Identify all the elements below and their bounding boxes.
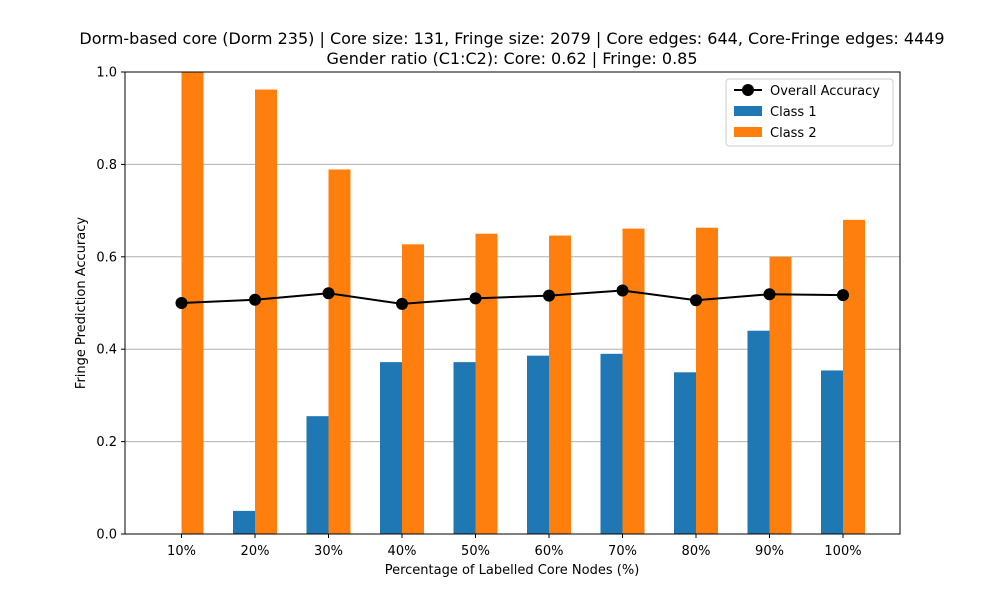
bar-class-2 — [255, 89, 277, 534]
bar-class-2 — [843, 219, 865, 534]
legend-label-overall-accuracy: Overall Accuracy — [770, 84, 880, 99]
x-tick-label: 90% — [755, 544, 784, 559]
y-tick-label: 1.0 — [96, 66, 117, 81]
legend-swatch-class-2 — [734, 127, 762, 137]
y-axis: 0.0 0.2 0.4 0.6 0.8 1.0 — [96, 66, 125, 543]
y-tick-label: 0.6 — [96, 250, 117, 265]
overall-accuracy-line — [175, 284, 849, 310]
overall-accuracy-point — [837, 289, 849, 302]
overall-accuracy-point — [763, 288, 776, 301]
y-tick-label: 0.2 — [96, 435, 117, 450]
overall-accuracy-point — [249, 293, 261, 306]
chart-title-line-1: Dorm-based core (Dorm 235) | Core size: … — [79, 29, 944, 48]
bar-class-2 — [402, 244, 424, 535]
x-tick-label: 20% — [241, 544, 270, 559]
x-tick-label: 80% — [682, 544, 711, 559]
legend: Overall Accuracy Class 1 Class 2 — [725, 78, 894, 147]
overall-accuracy-point — [616, 284, 629, 297]
x-tick-label: 50% — [461, 544, 490, 559]
overall-accuracy-point — [396, 297, 408, 310]
overall-accuracy-point — [175, 297, 188, 309]
y-tick-label: 0.8 — [96, 158, 117, 173]
x-tick-label: 40% — [388, 544, 417, 559]
chart-title-line-2: Gender ratio (C1:C2): Core: 0.62 | Fring… — [326, 49, 697, 68]
bar-class-1 — [821, 370, 843, 534]
plot-frame — [124, 71, 901, 535]
y-tick-label: 0.4 — [96, 343, 117, 358]
bar-class-2 — [622, 228, 645, 535]
y-tick-label: 0.0 — [96, 528, 117, 543]
overall-accuracy-point — [322, 287, 335, 300]
bar-class-1 — [674, 372, 696, 534]
x-tick-label: 70% — [608, 544, 637, 559]
bar-class-2 — [769, 256, 792, 534]
bar-class-2 — [549, 235, 571, 534]
overall-accuracy-polyline — [181, 289, 844, 305]
overall-accuracy-point — [690, 294, 702, 307]
bar-class-2 — [475, 233, 498, 534]
bar-class-1 — [306, 416, 329, 534]
bar-class-1 — [600, 353, 623, 534]
legend-label-class-1: Class 1 — [770, 105, 817, 120]
overall-accuracy-point — [469, 292, 482, 305]
bar-class-1 — [380, 362, 402, 534]
y-axis-label: Fringe Prediction Accuracy — [74, 217, 89, 389]
x-tick-label: 100% — [824, 544, 861, 559]
legend-box — [725, 78, 894, 147]
x-tick-label: 60% — [535, 544, 564, 559]
bar-class-1 — [453, 362, 476, 534]
legend-swatch-class-1 — [734, 106, 762, 116]
bar-class-1 — [233, 510, 255, 534]
bar-class-2 — [696, 227, 718, 534]
overall-accuracy-point — [543, 289, 555, 302]
x-axis-label: Percentage of Labelled Core Nodes (%) — [385, 563, 640, 578]
x-tick-label: 30% — [314, 544, 343, 559]
legend-marker-swatch — [742, 84, 754, 96]
legend-label-class-2: Class 2 — [770, 126, 817, 141]
x-tick-label: 10% — [167, 544, 196, 559]
bar-class-1 — [527, 355, 549, 534]
bar-class-1 — [747, 330, 770, 534]
x-axis: 10% 20% 30% 40% 50% 60% 70% 80% 90% 100% — [167, 534, 862, 559]
bar-class-2 — [328, 169, 351, 534]
bars — [181, 72, 865, 535]
